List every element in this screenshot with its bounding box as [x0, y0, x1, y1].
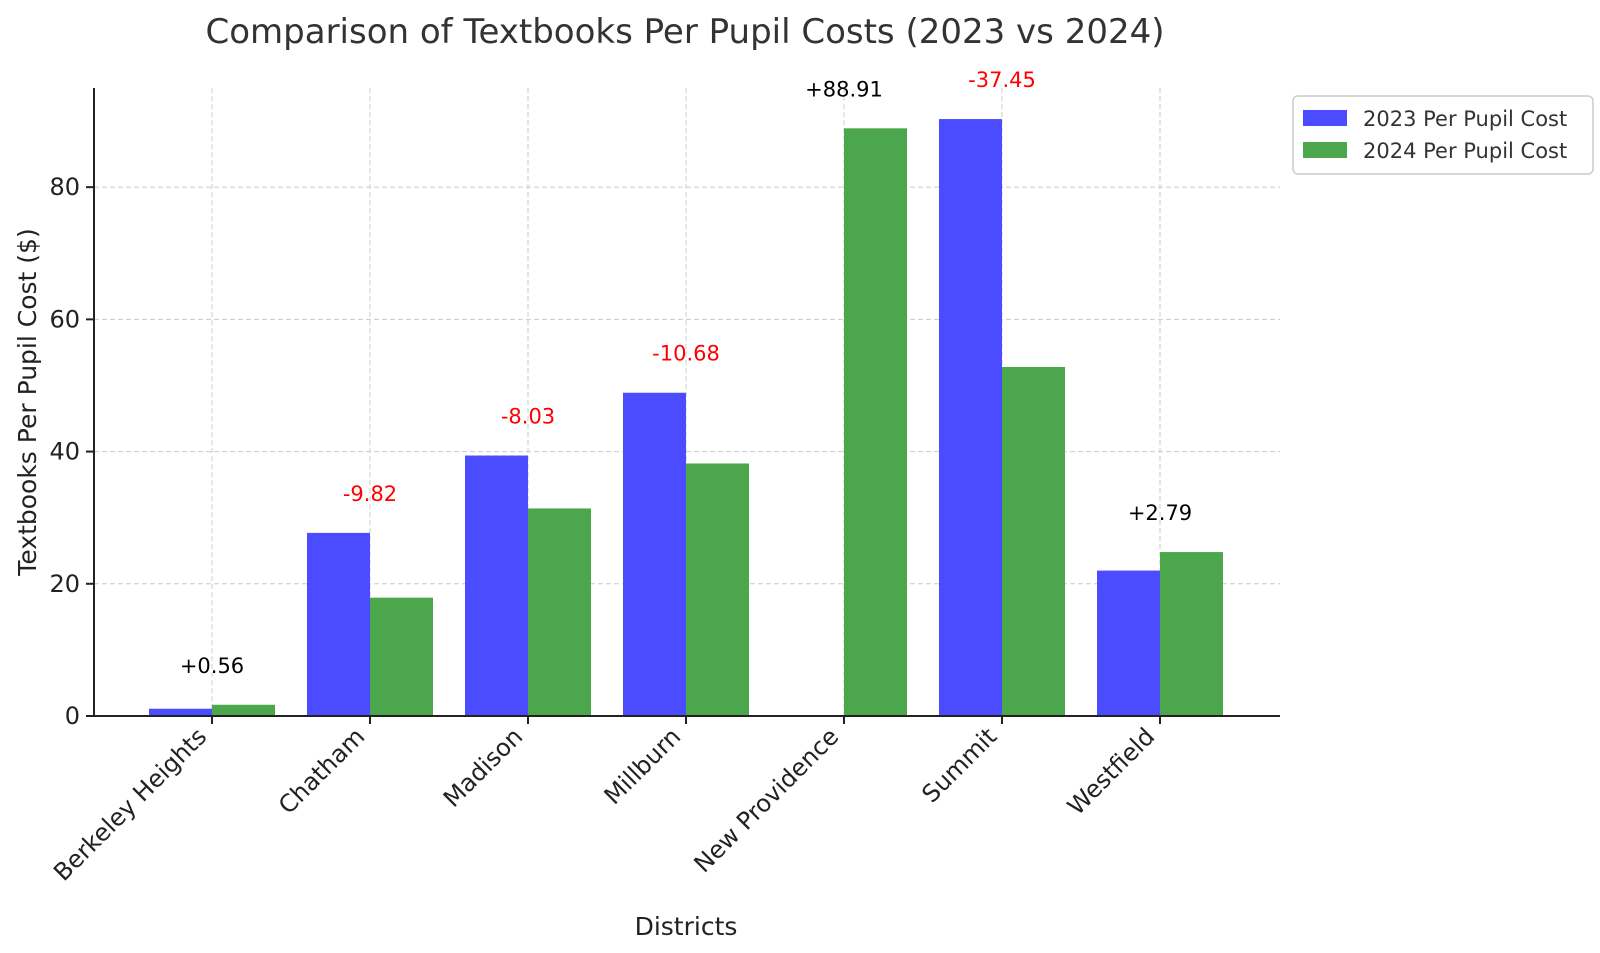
chart-title: Comparison of Textbooks Per Pupil Costs …	[206, 12, 1165, 52]
bar-2023-berkeley-heights	[149, 708, 212, 716]
data-label-westfield: +2.79	[1128, 501, 1192, 525]
legend-label-1: 2024 Per Pupil Cost	[1363, 139, 1567, 163]
data-label-madison: -8.03	[501, 405, 555, 429]
annotations-layer: +0.56 -9.82 -8.03 -10.68 +88.91 -37.45 +2.79	[180, 68, 1192, 678]
x-tick-label-summit: Summit	[916, 722, 1002, 808]
data-label-berkeley-heights: +0.56	[180, 654, 244, 678]
bar-2024-madison	[528, 508, 591, 716]
x-axis-label: Districts	[635, 912, 738, 941]
legend: 2023 Per Pupil Cost 2024 Per Pupil Cost	[1292, 95, 1594, 175]
y-tick-label-2: 40	[49, 438, 80, 466]
bar-2023-westfield	[1097, 570, 1160, 716]
bar-2024-summit	[1002, 366, 1065, 716]
bar-2024-chatham	[370, 597, 433, 716]
legend-swatch-1	[1303, 142, 1347, 158]
bar-2023-summit	[939, 119, 1002, 717]
legend-swatch-0	[1303, 110, 1347, 126]
bar-2024-berkeley-heights	[212, 704, 275, 716]
bar-2023-madison	[465, 455, 528, 716]
data-label-chatham: -9.82	[343, 482, 397, 506]
bar-2023-millburn	[623, 392, 686, 716]
legend-box	[1292, 95, 1594, 175]
y-tick-label-1: 20	[49, 570, 80, 598]
y-tick-label-0: 0	[65, 702, 80, 730]
data-label-summit: -37.45	[968, 68, 1036, 92]
x-tick-label-westfield: Westfield	[1062, 722, 1160, 820]
x-tick-label-madison: Madison	[438, 722, 528, 812]
y-tick-label-3: 60	[49, 305, 80, 333]
bar-2024-new-providence	[844, 128, 907, 716]
legend-label-0: 2023 Per Pupil Cost	[1363, 107, 1567, 131]
x-tick-label-new-providence: New Providence	[689, 722, 845, 878]
x-tick-label-chatham: Chatham	[273, 722, 370, 819]
bars-layer	[149, 119, 1223, 717]
bar-2024-millburn	[686, 463, 749, 716]
x-tick-label-berkeley-heights: Berkeley Heights	[48, 722, 212, 886]
y-axis-label: Textbooks Per Pupil Cost ($)	[13, 228, 42, 576]
bar-2024-westfield	[1160, 552, 1223, 716]
x-tick-label-millburn: Millburn	[599, 722, 687, 810]
y-tick-label-4: 80	[49, 173, 80, 201]
data-label-millburn: -10.68	[652, 342, 720, 366]
data-label-new-providence: +88.91	[805, 77, 883, 101]
bar-2023-chatham	[307, 532, 370, 716]
